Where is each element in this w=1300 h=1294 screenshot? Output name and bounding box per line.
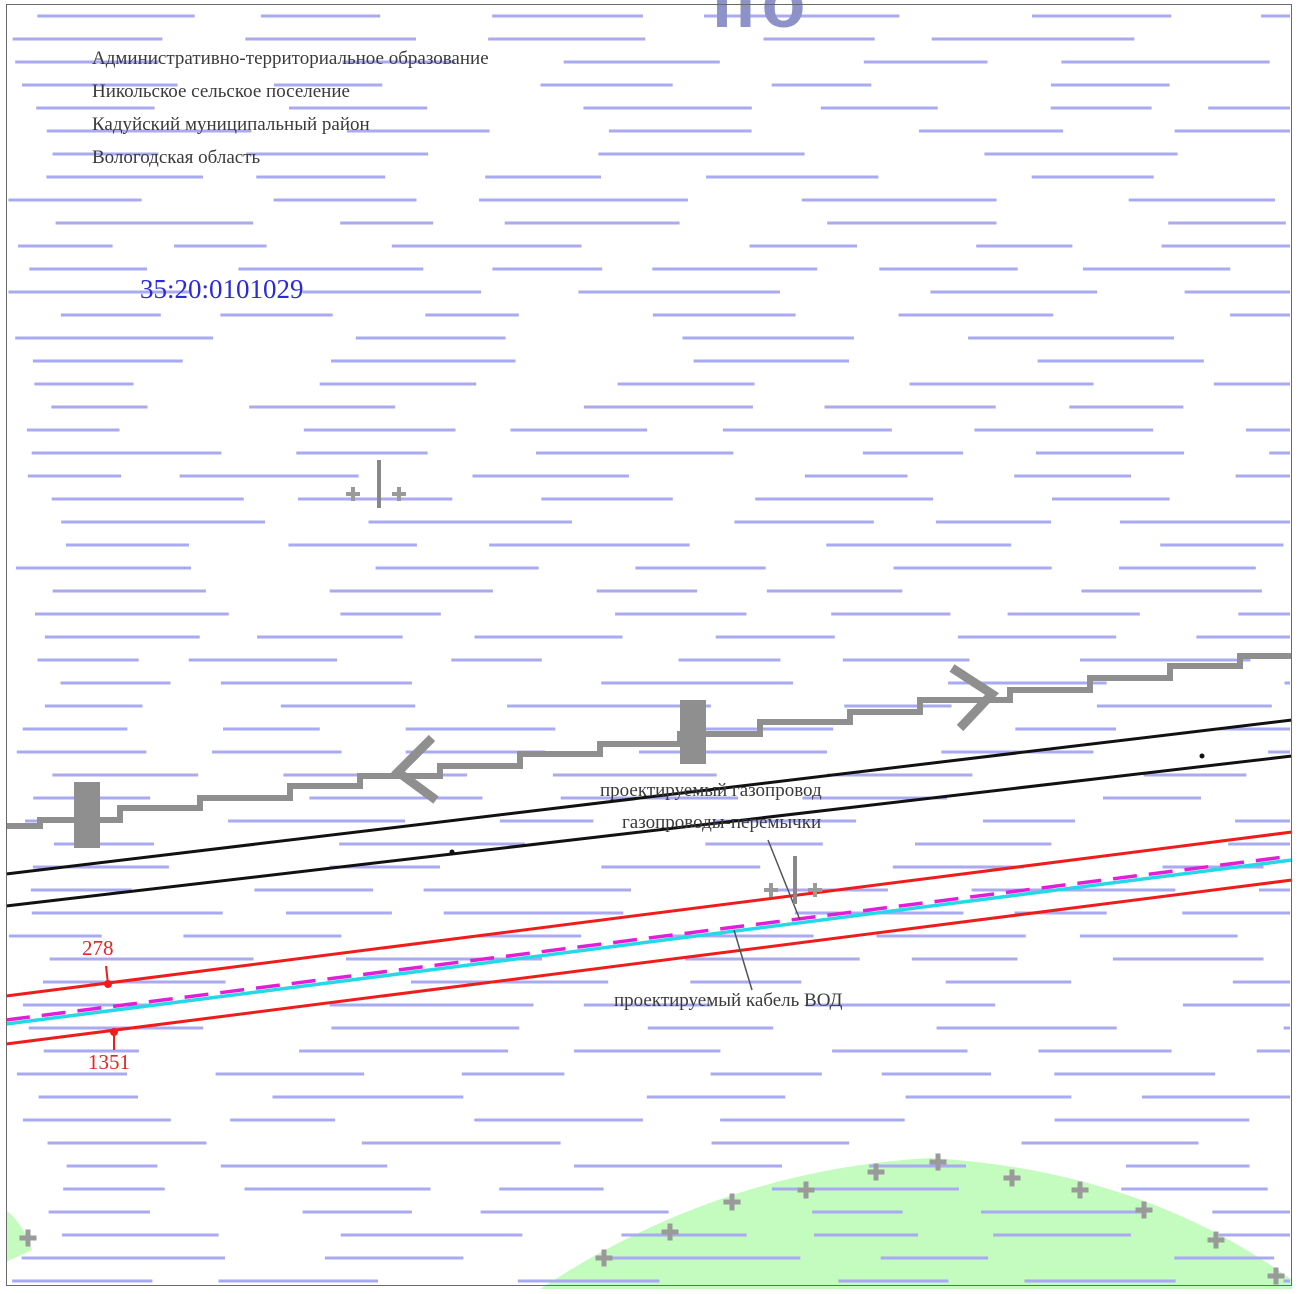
corridor-line-lower [5, 878, 1293, 1046]
meadow-area [540, 1158, 1292, 1289]
point-label-lower: 1351 [88, 1050, 130, 1074]
point-label-upper: 278 [82, 936, 114, 960]
survey-marks [346, 487, 822, 897]
gas-jumpers-label: газопроводы-перемычки [622, 812, 822, 833]
fiber-cable-label: проектируемый кабель ВОД [614, 990, 843, 1011]
admin-line-2: Никольское сельское поселение [92, 81, 350, 102]
meadow-symbols [19, 1153, 1285, 1285]
sheet-fragment-text: по [712, 0, 812, 43]
gas-pipeline-label: проектируемый газопровод [600, 780, 822, 801]
swamp-hatch [8, 14, 1290, 1283]
point-leader-upper [105, 965, 109, 985]
admin-line-4: Вологодская область [92, 147, 261, 168]
gas-pipeline-line [5, 854, 1293, 1022]
admin-line-1: Административно-территориальное образова… [92, 48, 489, 69]
cable-label-leader [733, 929, 753, 991]
meadow-area-left [6, 1210, 32, 1262]
fiber-cable-line [5, 858, 1293, 1026]
boundary-line-upper [5, 718, 1293, 876]
cadastral-block-number: 35:20:0101029 [140, 274, 304, 304]
road-bridge-left [74, 782, 100, 848]
road-arrow-right [949, 664, 999, 732]
admin-line-3: Кадуйский муниципальный район [92, 114, 370, 135]
corridor-line-upper [5, 830, 1293, 998]
boundary-dot [1199, 753, 1205, 759]
boundary-line-lower [5, 754, 1293, 908]
boundary-dot [449, 849, 455, 855]
dirt-road [6, 653, 1292, 829]
road-bridge-center [680, 700, 706, 764]
gas-label-leader [767, 839, 801, 921]
road-arrow-left [391, 734, 439, 804]
